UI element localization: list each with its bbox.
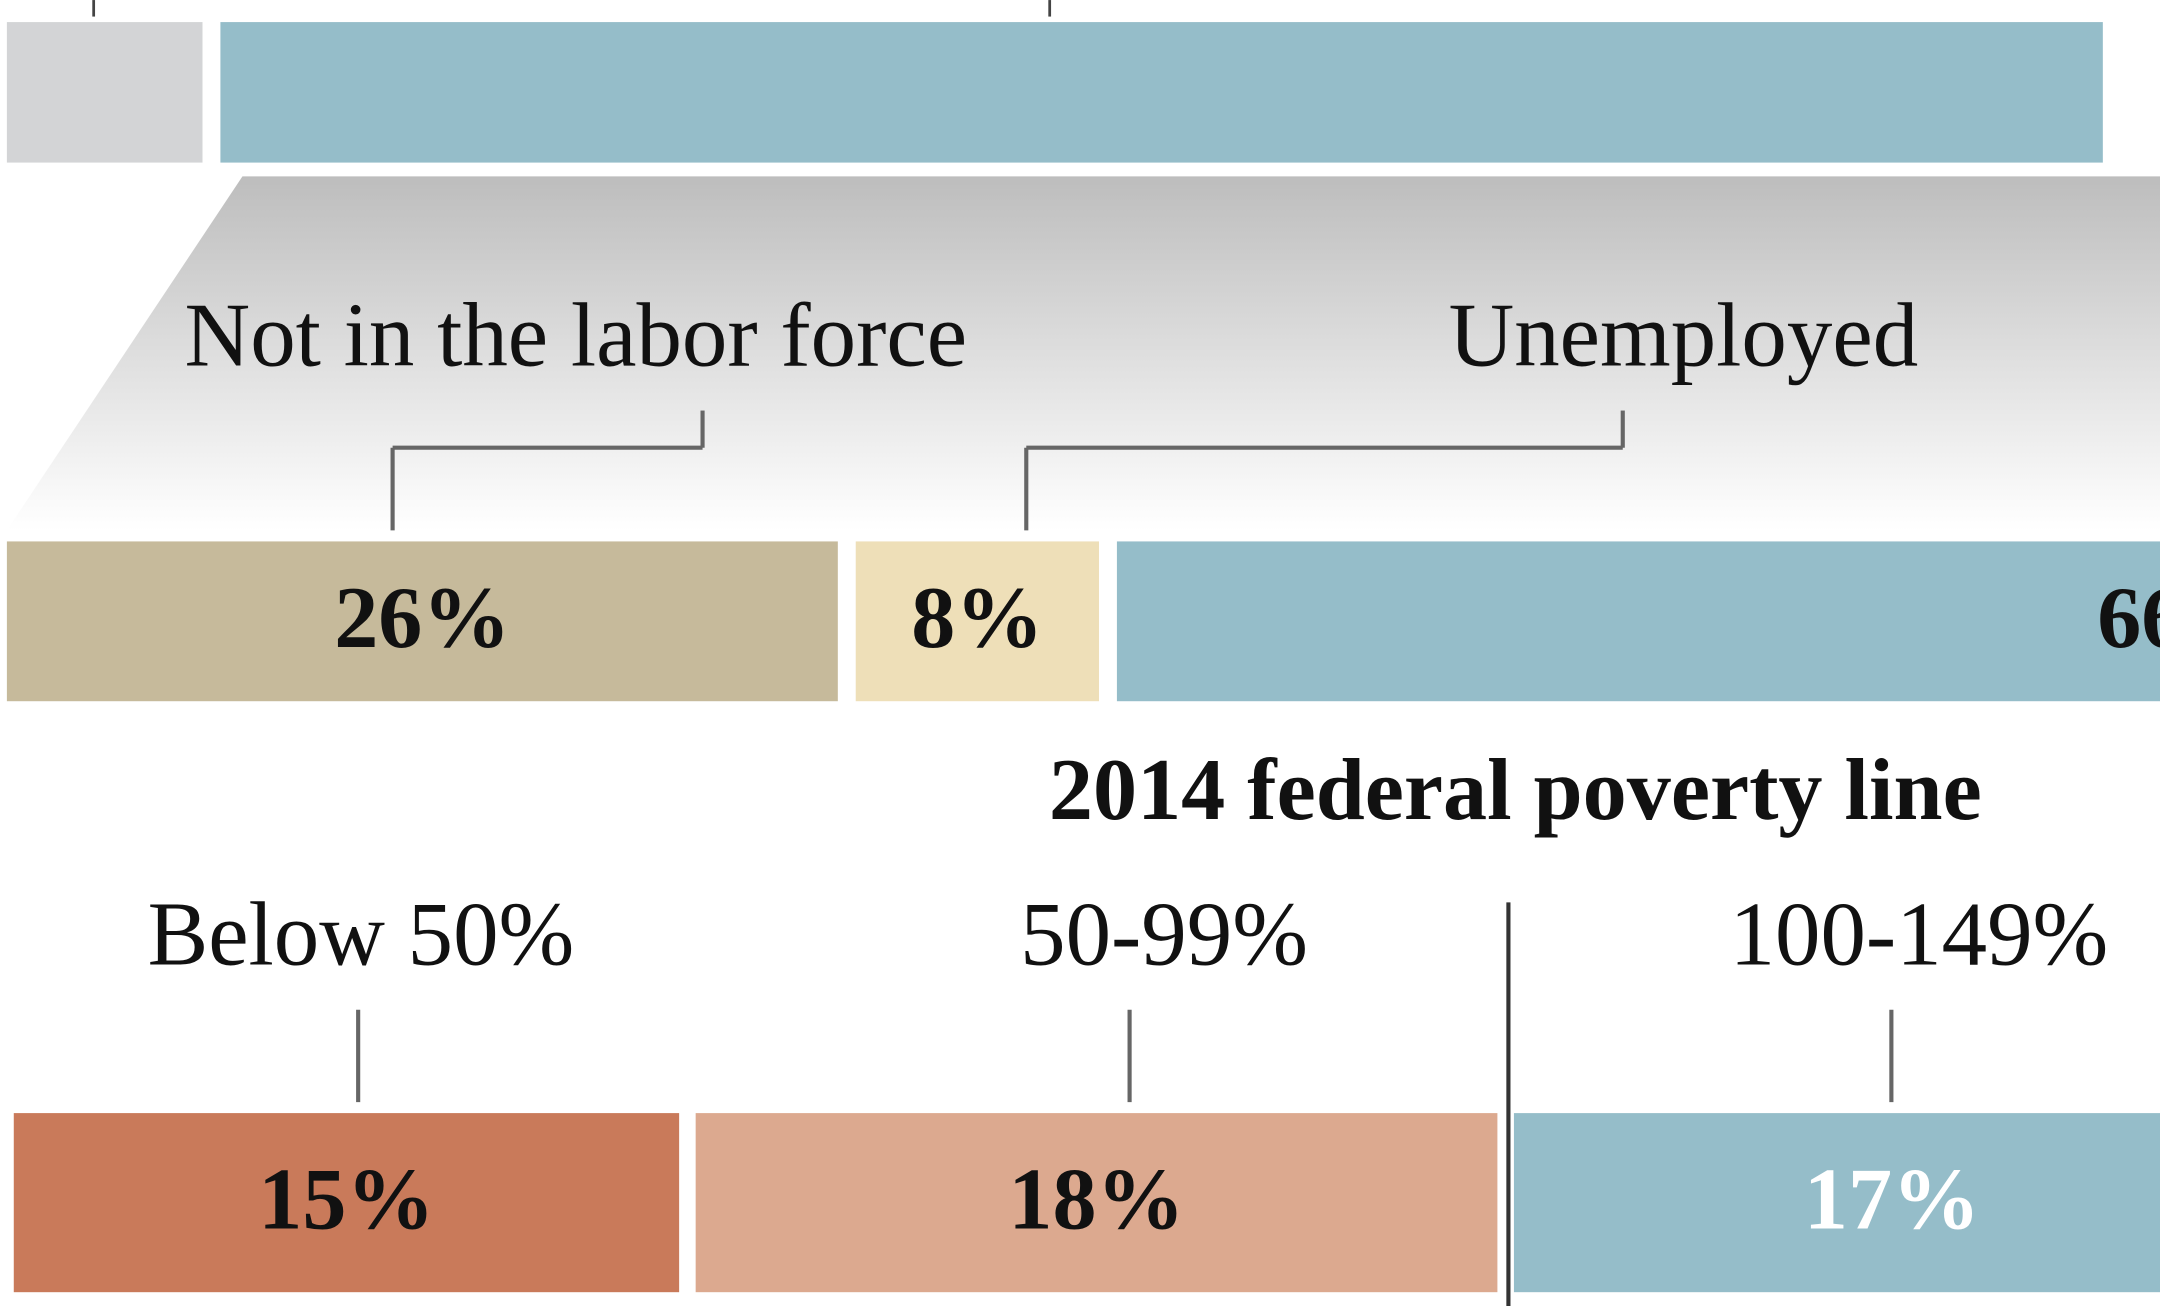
value-label: 26% bbox=[334, 569, 510, 667]
segment-name: 50-99% bbox=[1020, 884, 1308, 985]
bar-segment bbox=[855, 541, 1100, 702]
segment-name: Unemployed bbox=[1449, 284, 1919, 385]
segment-name: 100-149% bbox=[1730, 884, 2109, 985]
value-label: 17% bbox=[1804, 1150, 1980, 1248]
bar-segment bbox=[13, 1113, 680, 1293]
bar-segment bbox=[6, 541, 838, 702]
bar-segment bbox=[1116, 541, 2160, 702]
poverty-title: 2014 federal poverty line bbox=[1049, 741, 1982, 839]
value-label: 66% bbox=[2097, 569, 2160, 667]
value-label: 8% bbox=[911, 569, 1043, 667]
segment-name: Not in the labor force bbox=[185, 284, 968, 385]
bar-segment bbox=[220, 22, 2103, 163]
segment-name: Below 50% bbox=[148, 884, 575, 985]
bar-segment bbox=[1513, 1113, 2160, 1293]
bar-segment bbox=[6, 22, 203, 163]
value-label: 15% bbox=[258, 1150, 434, 1248]
value-label: 18% bbox=[1008, 1150, 1184, 1248]
bar-segment bbox=[695, 1113, 1498, 1293]
